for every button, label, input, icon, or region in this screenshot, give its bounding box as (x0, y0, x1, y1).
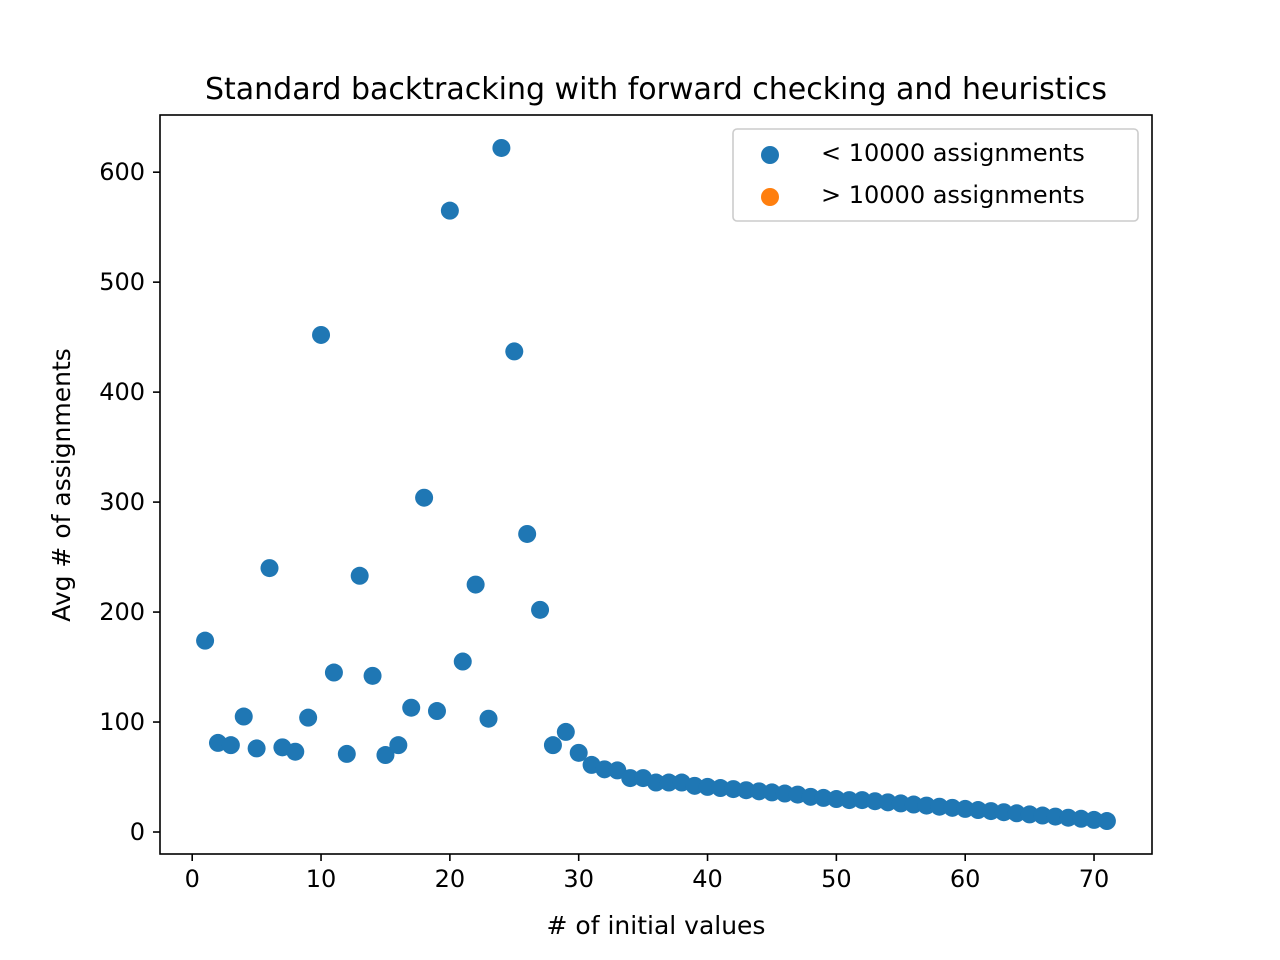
data-point-s0-45 (775, 784, 794, 803)
data-point-s0-69 (1085, 810, 1104, 829)
x-tick-label-70: 70 (1079, 865, 1110, 893)
data-point-s0-59 (956, 799, 975, 818)
data-point-s0-23 (492, 138, 511, 157)
y-tick-label-500: 500 (99, 268, 145, 296)
data-point-s0-4 (247, 739, 266, 758)
x-tick-label-30: 30 (563, 865, 594, 893)
data-point-s0-58 (943, 798, 962, 817)
data-point-s0-16 (402, 698, 421, 717)
data-point-s0-31 (595, 760, 614, 779)
y-tick-label-200: 200 (99, 598, 145, 626)
data-point-s0-70 (1097, 812, 1116, 831)
data-point-s0-11 (337, 744, 356, 763)
data-point-s0-12 (350, 566, 369, 585)
data-point-s0-0 (196, 631, 215, 650)
data-point-s0-9 (312, 325, 331, 344)
data-point-s0-36 (659, 773, 678, 792)
data-point-s0-49 (827, 790, 846, 809)
legend-marker-over (761, 188, 779, 206)
x-axis-label: # of initial values (547, 911, 766, 940)
data-point-s0-67 (1059, 808, 1078, 827)
data-point-s0-28 (556, 722, 575, 741)
data-point-s0-54 (891, 794, 910, 813)
data-point-s0-25 (518, 524, 537, 543)
y-tick-label-0: 0 (130, 818, 145, 846)
data-point-s0-39 (698, 777, 717, 796)
legend-label-under: < 10000 assignments (821, 139, 1085, 167)
data-point-s0-64 (1020, 805, 1039, 824)
y-axis-ticks: 0 100 200 300 400 500 600 (99, 158, 160, 846)
y-tick-label-100: 100 (99, 708, 145, 736)
data-point-s0-41 (724, 780, 743, 799)
y-tick-label-600: 600 (99, 158, 145, 186)
data-point-s0-29 (569, 743, 588, 762)
data-point-s0-18 (427, 702, 446, 721)
data-point-s0-43 (750, 782, 769, 801)
legend-box (732, 128, 1139, 222)
y-tick-label-300: 300 (99, 488, 145, 516)
data-point-s0-19 (440, 201, 459, 220)
data-point-s0-61 (981, 802, 1000, 821)
data-points (196, 138, 1116, 831)
data-point-s0-26 (531, 600, 550, 619)
y-tick-label-400: 400 (99, 378, 145, 406)
data-point-s0-27 (543, 736, 562, 755)
data-point-s0-44 (762, 783, 781, 802)
data-point-s0-47 (801, 787, 820, 806)
data-point-s0-15 (389, 736, 408, 755)
data-point-s0-22 (479, 709, 498, 728)
data-point-s0-33 (621, 769, 640, 788)
plot-frame (159, 114, 1153, 855)
data-point-s0-66 (1046, 807, 1065, 826)
data-point-s0-24 (505, 342, 524, 361)
legend-label-over: > 10000 assignments (821, 181, 1085, 209)
data-point-s0-5 (260, 559, 279, 578)
data-point-s0-17 (415, 488, 434, 507)
x-tick-label-20: 20 (435, 865, 466, 893)
legend-marker-under (761, 146, 779, 164)
x-axis-ticks: 0 10 20 30 40 50 60 70 (185, 854, 1110, 893)
data-point-s0-8 (299, 708, 318, 727)
x-tick-label-50: 50 (821, 865, 852, 893)
data-point-s0-2 (221, 736, 240, 755)
data-point-s0-10 (324, 663, 343, 682)
x-tick-label-0: 0 (185, 865, 200, 893)
data-point-s0-20 (453, 652, 472, 671)
data-point-s0-68 (1072, 809, 1091, 828)
legend: < 10000 assignments > 10000 assignments (732, 128, 1139, 222)
y-axis-label: Avg # of assignments (47, 348, 76, 622)
x-tick-label-40: 40 (692, 865, 723, 893)
x-tick-label-10: 10 (306, 865, 337, 893)
data-point-s0-3 (234, 707, 253, 726)
data-point-s0-62 (994, 803, 1013, 822)
data-point-s0-56 (917, 796, 936, 815)
data-point-s0-40 (711, 779, 730, 798)
chart-title: Standard backtracking with forward check… (205, 72, 1107, 107)
data-point-s0-65 (1033, 806, 1052, 825)
data-point-s0-51 (853, 791, 872, 810)
data-point-s0-50 (840, 791, 859, 810)
data-point-s0-52 (866, 792, 885, 811)
data-point-s0-48 (814, 788, 833, 807)
data-point-s0-14 (376, 746, 395, 765)
data-point-s0-7 (286, 742, 305, 761)
x-tick-label-60: 60 (950, 865, 981, 893)
data-point-s0-55 (904, 795, 923, 814)
data-point-s0-35 (647, 773, 665, 792)
data-point-s0-53 (878, 793, 897, 812)
data-point-s0-38 (685, 776, 704, 795)
data-point-s0-13 (363, 666, 382, 685)
data-point-s0-57 (930, 797, 949, 816)
data-point-s0-21 (466, 575, 485, 594)
data-point-s0-42 (737, 781, 756, 800)
data-point-s0-60 (969, 801, 988, 820)
data-point-s0-63 (1007, 804, 1026, 823)
